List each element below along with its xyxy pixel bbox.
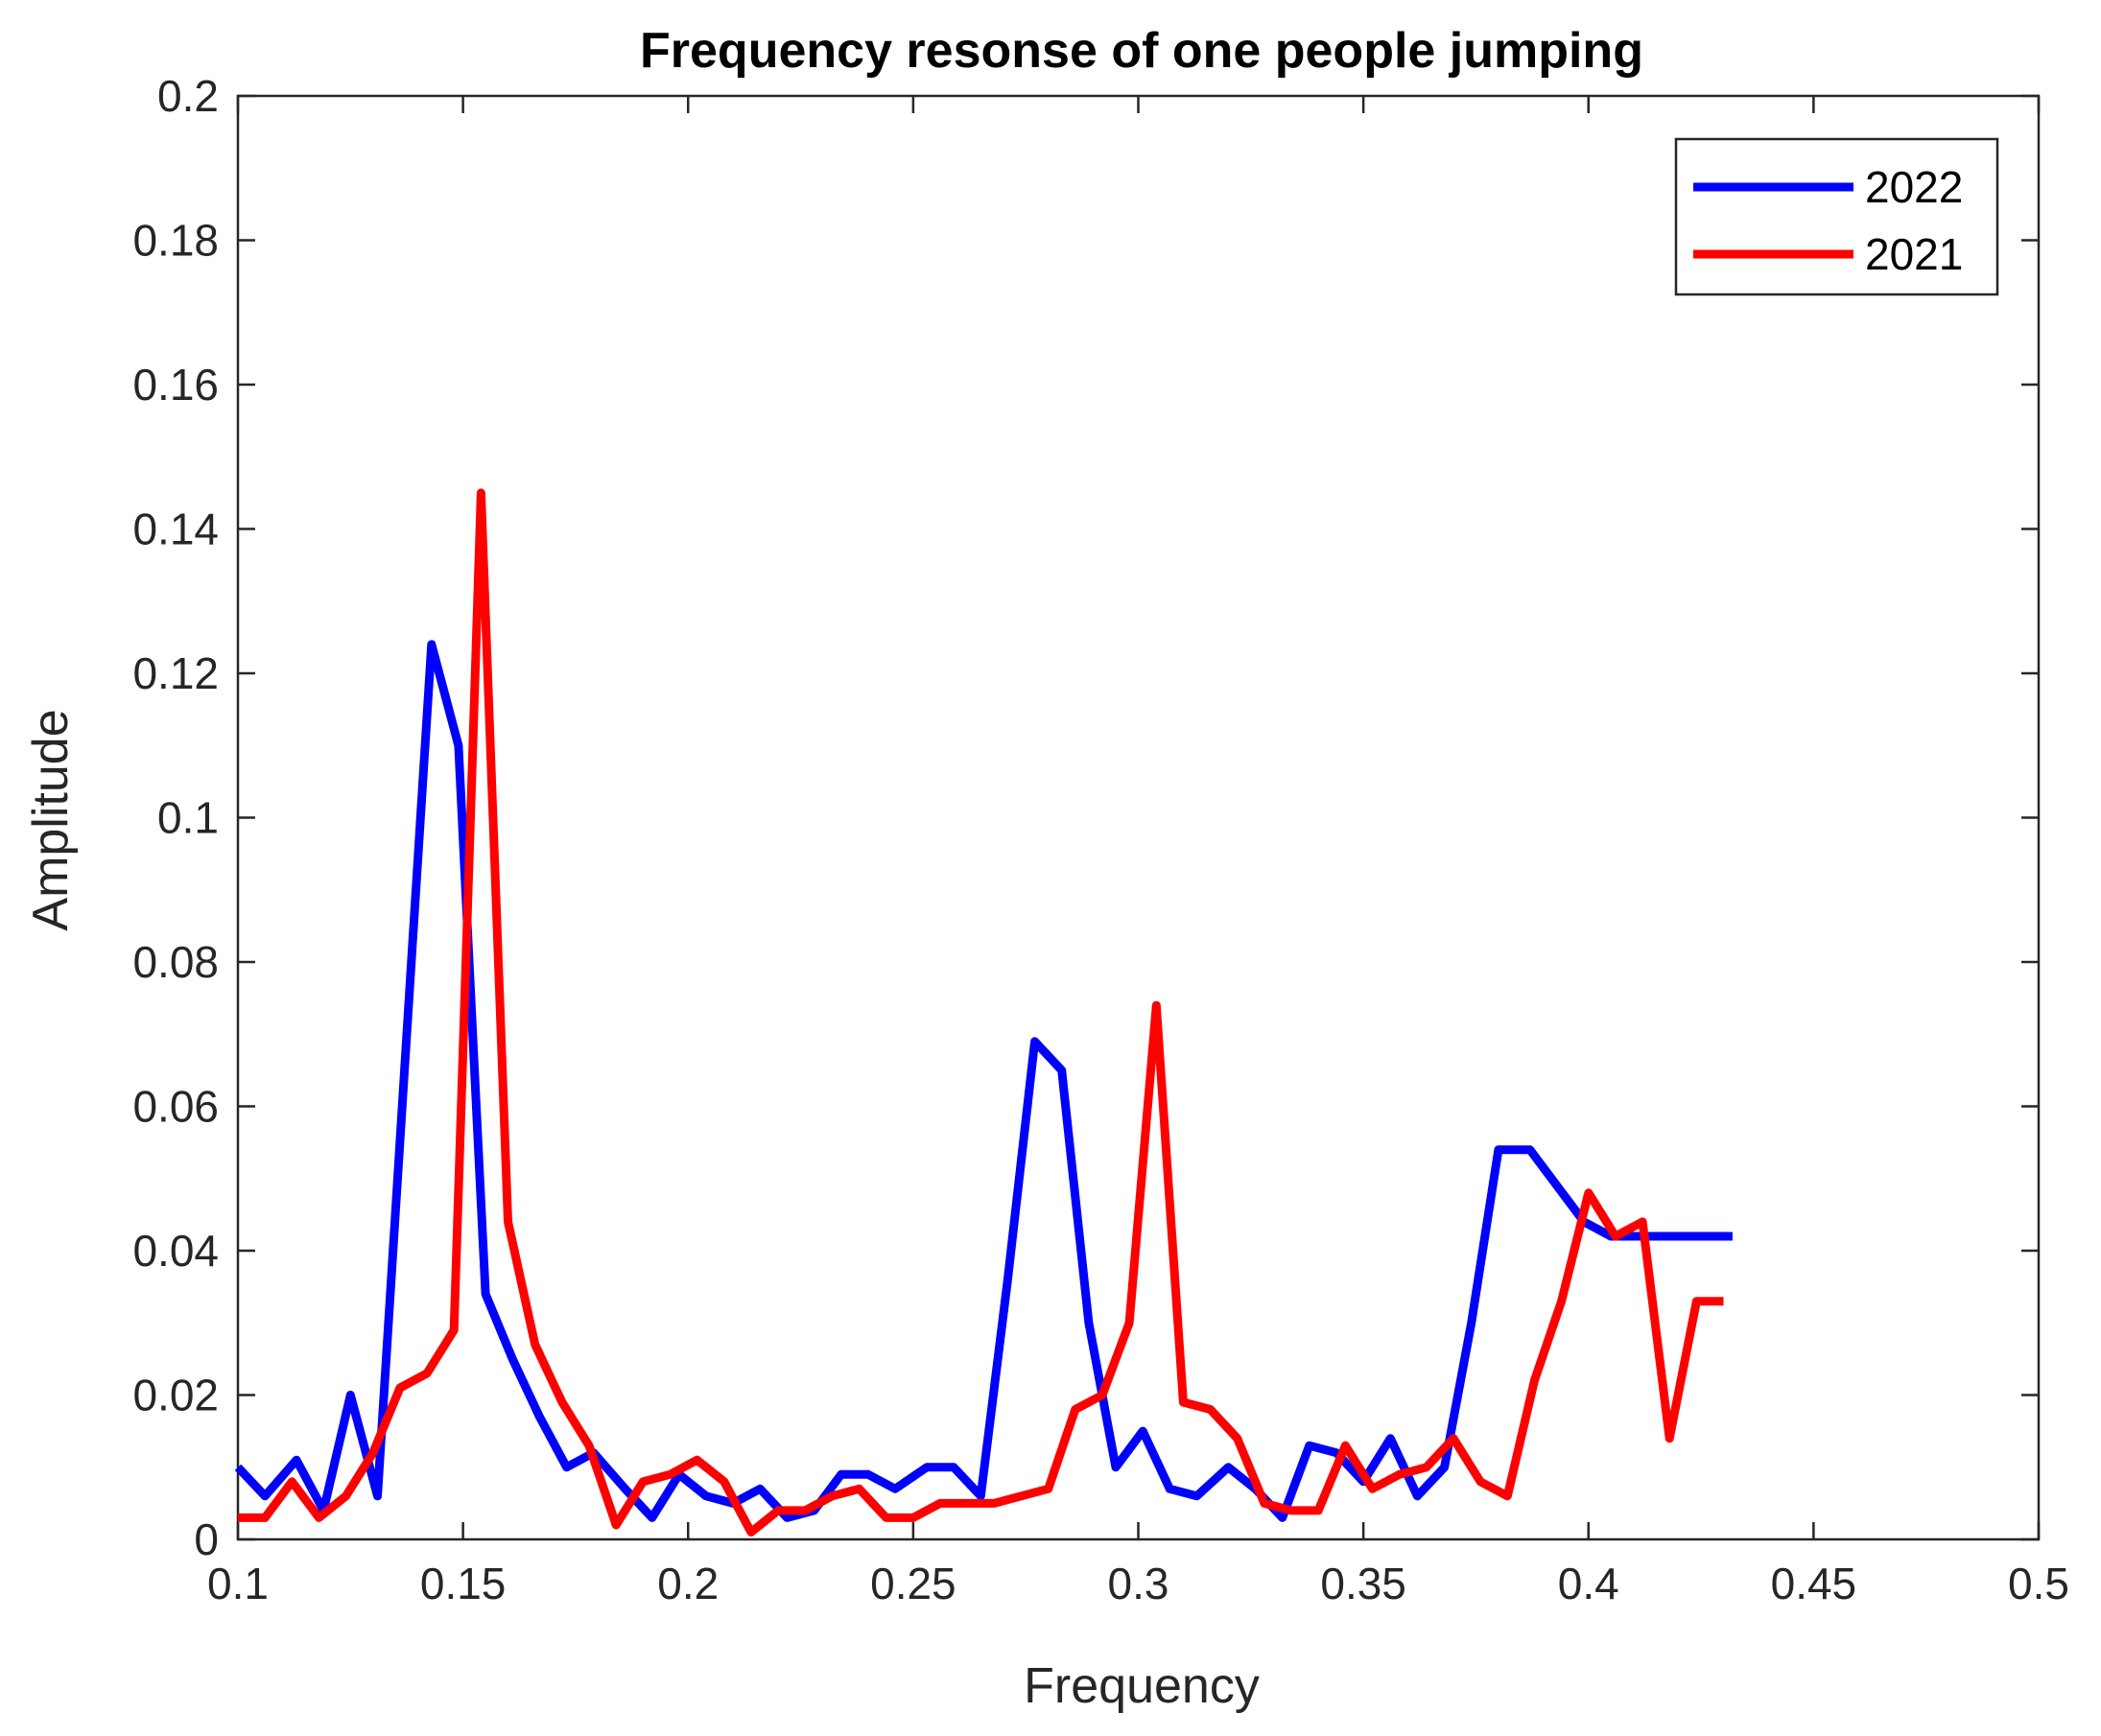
legend-box [1674, 137, 1999, 296]
series-line-2022 [234, 640, 1733, 1522]
y-tick-label: 0.2 [157, 71, 219, 121]
y-tick-label: 0.14 [132, 504, 219, 554]
plot-area [236, 94, 2041, 1541]
series-lines [234, 488, 1733, 1537]
y-tick-label: 0.04 [132, 1226, 219, 1276]
legend-label-2021: 2021 [1865, 229, 1963, 279]
y-axis: 0 0.02 0.04 0.06 0.08 0.1 0.12 0.14 0.16 0.18 0.2 [132, 71, 2039, 1564]
y-tick-label: 0.16 [132, 360, 219, 410]
y-tick-label: 0.08 [132, 937, 219, 987]
y-axis-title: Amplitude [23, 709, 79, 930]
chart-title: Frequency resonse of one people jumping [640, 23, 1643, 79]
x-tick-label: 0.45 [1771, 1559, 1857, 1608]
x-tick-label: 0.2 [657, 1559, 719, 1608]
x-tick-label: 0.15 [420, 1559, 507, 1608]
x-tick-label: 0.1 [207, 1559, 269, 1608]
y-tick-label: 0.12 [132, 648, 219, 698]
legend: 2022 2021 [1674, 137, 1999, 296]
y-tick-label: 0 [194, 1514, 219, 1564]
x-axis: 0.1 0.15 0.2 0.25 0.3 0.35 0.4 0.45 0.5 [207, 96, 2069, 1608]
series-line-2021 [238, 488, 1724, 1537]
x-tick-label: 0.25 [870, 1559, 956, 1608]
plot-frame [236, 94, 2041, 1541]
x-tick-label: 0.5 [2008, 1559, 2069, 1608]
x-tick-label: 0.4 [1558, 1559, 1619, 1608]
x-tick-label: 0.3 [1108, 1559, 1169, 1608]
y-tick-label: 0.02 [132, 1371, 219, 1420]
y-tick-label: 0.18 [132, 216, 219, 266]
x-axis-title: Frequency [1024, 1658, 1260, 1714]
y-tick-label: 0.1 [157, 793, 219, 843]
x-tick-label: 0.35 [1320, 1559, 1406, 1608]
legend-label-2022: 2022 [1865, 162, 1963, 212]
y-tick-label: 0.06 [132, 1082, 219, 1132]
